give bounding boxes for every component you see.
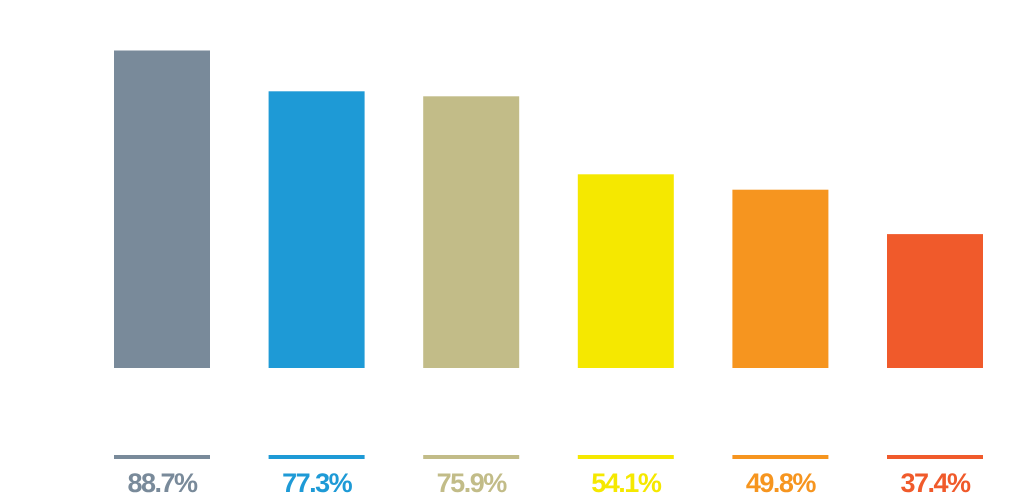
- bar-underline-4: [577, 455, 674, 459]
- bar-4: [577, 174, 674, 368]
- bar-underline-6: [887, 455, 983, 459]
- value-label-4: 54.1%: [591, 468, 662, 497]
- bar-underline-2: [268, 455, 365, 459]
- bar-1: [114, 50, 210, 368]
- bar-6: [887, 234, 983, 368]
- value-label-6: 37.4%: [900, 468, 971, 497]
- bars-group: [114, 50, 983, 369]
- underlines-group: [114, 455, 983, 459]
- value-label-2: 77.3%: [282, 468, 353, 497]
- bar-underline-5: [732, 455, 829, 459]
- bar-5: [732, 189, 829, 368]
- bar-3: [423, 96, 520, 369]
- bar-underline-3: [423, 455, 520, 459]
- value-labels-group: 88.7% 77.3% 75.9% 54.1% 49.8% 37.4%: [127, 468, 972, 497]
- value-label-1: 88.7%: [127, 468, 198, 497]
- bar-2: [268, 91, 365, 369]
- bar-underline-1: [114, 455, 210, 459]
- value-label-3: 75.9%: [437, 468, 508, 497]
- value-label-5: 49.8%: [746, 468, 817, 497]
